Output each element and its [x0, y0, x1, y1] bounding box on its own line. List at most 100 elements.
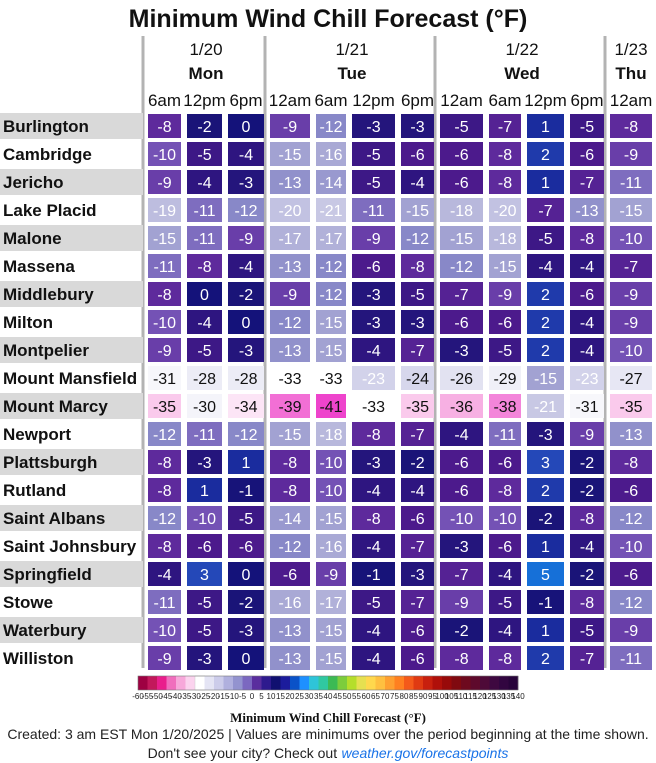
cell-value: -11: [154, 259, 176, 276]
cell-value: -9: [624, 623, 638, 640]
cell-value: -5: [366, 175, 380, 192]
colorbar-tick-label: -5: [239, 692, 247, 701]
colorbar-tick-label: 130: [492, 692, 506, 701]
heatmap-cell: [401, 450, 434, 474]
cell-value: -8: [454, 651, 468, 668]
table-row: Jericho -9 -4 -3 -13 -14 -5 -4 -6 -8 1 -7 -11: [0, 169, 652, 195]
heatmap-cell: [352, 310, 395, 334]
cell-value: -4: [239, 259, 253, 276]
heatmap-cell: [440, 590, 483, 614]
cell-value: -16: [278, 595, 301, 612]
heatmap-cell: [270, 282, 310, 306]
heatmap-cell: [148, 310, 181, 334]
cell-value: -2: [410, 455, 424, 472]
colorbar-swatch: [461, 676, 471, 690]
cell-value: -24: [406, 371, 429, 388]
colorbar-swatch: [328, 676, 338, 690]
cell-value: -4: [157, 567, 171, 584]
heatmap-cell: [489, 534, 521, 558]
cell-value: -5: [498, 595, 512, 612]
cell-value: -6: [410, 651, 424, 668]
cell-value: -6: [410, 147, 424, 164]
colorbar-tick-label: 50: [343, 692, 352, 701]
heatmap-cell: [316, 534, 346, 558]
heatmap-cell: [270, 478, 310, 502]
heatmap-cell: [401, 142, 434, 166]
day-divider: [263, 36, 267, 668]
cell-value: -4: [197, 175, 211, 192]
heatmap-cell: [610, 422, 652, 446]
colorbar-swatch: [318, 676, 329, 690]
colorbar-swatch: [299, 676, 310, 690]
cell-value: -13: [278, 259, 301, 276]
heatmap-cell: [527, 394, 564, 418]
colorbar-swatch: [280, 676, 291, 690]
heatmap-cell: [401, 590, 434, 614]
heatmap-cell: [570, 478, 604, 502]
cell-value: -7: [410, 343, 424, 360]
cell-value: -5: [197, 147, 211, 164]
heatmap-cell: [316, 450, 346, 474]
city-label: Rutland: [3, 481, 66, 500]
heatmap-cell: [352, 338, 395, 362]
heatmap-cell: [489, 478, 521, 502]
cell-value: -9: [239, 231, 253, 248]
cell-value: -12: [450, 259, 473, 276]
cell-value: -3: [538, 427, 552, 444]
colorbar-swatch: [385, 676, 395, 690]
heatmap-cell: [316, 646, 346, 670]
cell-value: -13: [575, 203, 598, 220]
heatmap-cell: [352, 142, 395, 166]
heatmap-cell: [610, 366, 652, 390]
cell-value: -11: [194, 427, 216, 444]
cell-value: -3: [239, 343, 253, 360]
cell-value: -8: [157, 539, 171, 556]
cell-value: -8: [157, 455, 171, 472]
cell-value: -18: [450, 203, 473, 220]
city-label: Mount Marcy: [3, 397, 108, 416]
cell-value: -9: [498, 287, 512, 304]
heatmap-cell: [610, 226, 652, 250]
table-row: Montpelier -9 -5 -3 -13 -15 -4 -7 -3 -5 2 -4 -10: [0, 337, 652, 363]
cell-value: 1: [242, 455, 251, 472]
heatmap-cell: [187, 114, 222, 138]
heatmap-cell: [527, 198, 564, 222]
heatmap-cell: [148, 226, 181, 250]
heatmap-cell: [440, 338, 483, 362]
footer-link[interactable]: weather.gov/forecastpoints: [342, 745, 509, 761]
colorbar-swatch: [157, 676, 167, 690]
heatmap-cell: [489, 618, 521, 642]
heatmap-cell: [228, 450, 264, 474]
colorbar-tick-label: 55: [352, 692, 361, 701]
colorbar-tick-label: 110: [455, 692, 468, 701]
heatmap-cell: [610, 170, 652, 194]
heatmap-cell: [228, 198, 264, 222]
heatmap-cell: [440, 534, 483, 558]
cell-value: -7: [410, 539, 424, 556]
heatmap-cell: [440, 618, 483, 642]
heatmap-cell: [440, 226, 483, 250]
footer-prompt-line: Don't see your city? Check out weather.g…: [148, 745, 509, 762]
colorbar-swatch: [166, 676, 177, 690]
table-row: Springfield -4 3 0 -6 -9 -1 -3 -7 -4 5 -2 -6: [0, 561, 652, 587]
cell-value: -27: [619, 371, 642, 388]
cell-value: -5: [239, 511, 253, 528]
cell-value: 2: [541, 147, 550, 164]
heatmap-cell: [316, 394, 346, 418]
cell-value: -7: [624, 259, 638, 276]
heatmap-cell: [401, 114, 434, 138]
heatmap-cell: [440, 366, 483, 390]
cell-value: -10: [319, 483, 342, 500]
colorbar-tick-label: -40: [170, 692, 182, 701]
colorbar-tick-label: 135: [502, 692, 516, 701]
cell-value: -10: [450, 511, 473, 528]
cell-value: -3: [410, 567, 424, 584]
heatmap-cell: [570, 394, 604, 418]
heatmap-cell: [228, 618, 264, 642]
cell-value: -17: [319, 595, 342, 612]
heatmap-cell: [352, 618, 395, 642]
heatmap-cell: [489, 226, 521, 250]
chart-title: Minimum Wind Chill Forecast (°F): [129, 5, 528, 33]
colorbar-swatch: [508, 676, 519, 690]
cell-value: -12: [153, 427, 176, 444]
